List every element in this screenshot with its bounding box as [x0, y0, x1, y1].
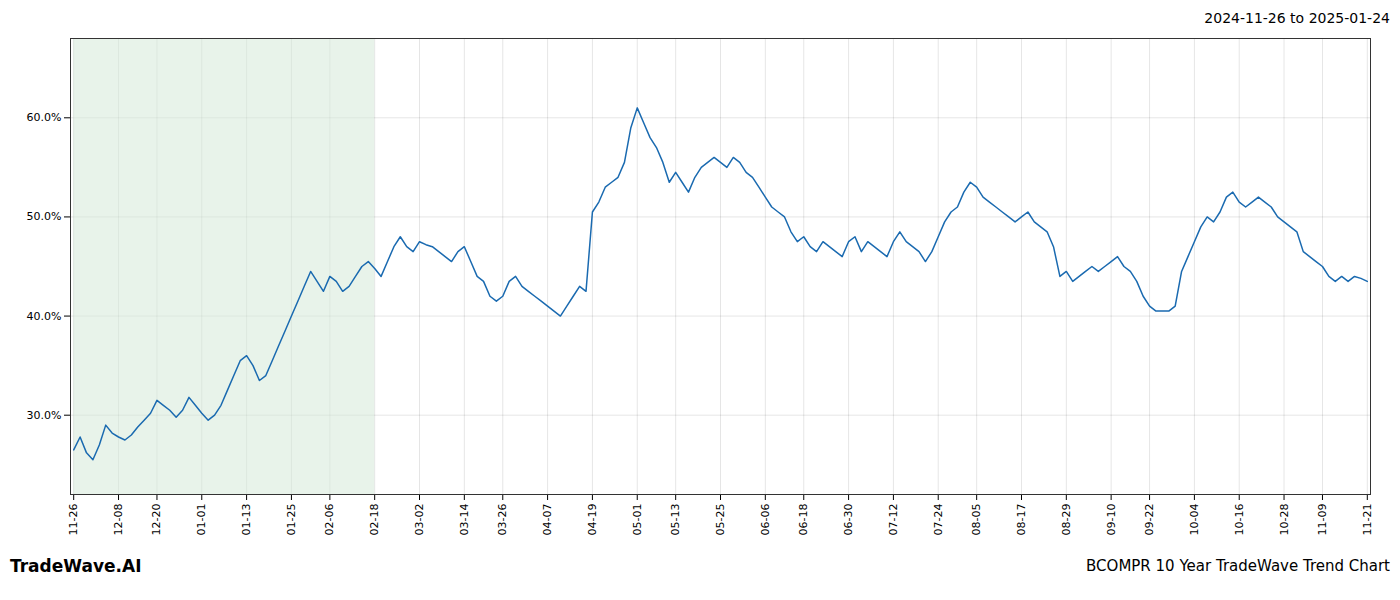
svg-text:02-18: 02-18 [368, 504, 381, 536]
svg-text:50.0%: 50.0% [27, 210, 62, 223]
svg-text:10-28: 10-28 [1278, 504, 1291, 536]
svg-text:08-05: 08-05 [970, 504, 983, 536]
svg-text:05-25: 05-25 [714, 504, 727, 536]
svg-text:07-24: 07-24 [932, 504, 945, 536]
svg-text:11-26: 11-26 [67, 504, 80, 536]
svg-text:10-16: 10-16 [1233, 504, 1246, 536]
svg-text:08-29: 08-29 [1060, 504, 1073, 536]
svg-text:01-13: 01-13 [240, 504, 253, 536]
svg-text:01-25: 01-25 [285, 504, 298, 536]
svg-text:11-09: 11-09 [1316, 504, 1329, 536]
svg-text:06-06: 06-06 [759, 504, 772, 536]
svg-text:03-26: 03-26 [496, 504, 509, 536]
svg-text:40.0%: 40.0% [27, 310, 62, 323]
svg-text:03-02: 03-02 [413, 504, 426, 536]
svg-text:04-19: 04-19 [586, 504, 599, 536]
svg-text:12-20: 12-20 [150, 504, 163, 536]
svg-text:06-18: 06-18 [797, 504, 810, 536]
svg-text:01-01: 01-01 [195, 504, 208, 536]
svg-text:09-10: 09-10 [1105, 504, 1118, 536]
svg-text:04-07: 04-07 [541, 504, 554, 536]
svg-text:08-17: 08-17 [1015, 504, 1028, 536]
svg-text:60.0%: 60.0% [27, 111, 62, 124]
svg-text:09-22: 09-22 [1143, 504, 1156, 536]
svg-text:05-01: 05-01 [631, 504, 644, 536]
svg-text:05-13: 05-13 [669, 504, 682, 536]
svg-text:07-12: 07-12 [887, 504, 900, 536]
html-text:2024-11-26 to 2025-01-24: 2024-11-26 to 2025-01-24 [1204, 10, 1390, 26]
html-text:TradeWave.AI: TradeWave.AI [10, 556, 142, 576]
html-text:BCOMPR 10 Year TradeWave Trend: BCOMPR 10 Year TradeWave Trend Chart [1086, 557, 1390, 575]
svg-text:03-14: 03-14 [458, 504, 471, 536]
svg-text:11-21: 11-21 [1361, 504, 1374, 536]
svg-text:06-30: 06-30 [842, 504, 855, 536]
svg-text:12-08: 12-08 [112, 504, 125, 536]
svg-text:10-04: 10-04 [1188, 504, 1201, 536]
svg-text:02-06: 02-06 [323, 504, 336, 536]
svg-text:30.0%: 30.0% [27, 409, 62, 422]
